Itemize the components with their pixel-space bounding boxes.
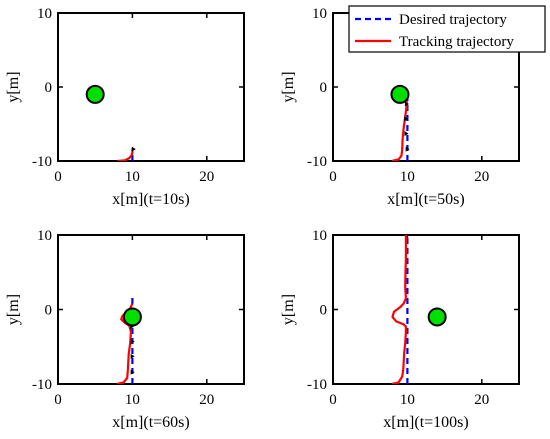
obstacle-marker bbox=[390, 84, 410, 104]
y-tick-label: -10 bbox=[307, 377, 327, 393]
y-tick-label: 0 bbox=[45, 303, 53, 319]
y-axis-label: y[m] bbox=[280, 71, 297, 102]
x-tick-label: 20 bbox=[199, 392, 214, 408]
y-tick-label: 10 bbox=[312, 6, 327, 22]
obstacle-marker bbox=[427, 307, 447, 327]
x-tick-label: 20 bbox=[474, 392, 489, 408]
x-tick-label: 0 bbox=[54, 392, 62, 408]
plot-area bbox=[85, 84, 136, 161]
heading-arrow-icon bbox=[404, 131, 409, 137]
y-tick-label: 10 bbox=[37, 6, 52, 22]
axes-box bbox=[332, 234, 520, 385]
x-axis-label: x[m](t=100s) bbox=[383, 414, 468, 431]
y-tick-label: 0 bbox=[320, 80, 328, 96]
y-tick-label: -10 bbox=[307, 154, 327, 170]
y-tick-label: 0 bbox=[320, 303, 328, 319]
legend-label: Desired trajectory bbox=[399, 12, 507, 28]
x-tick-label: 10 bbox=[125, 169, 140, 185]
y-tick-label: 10 bbox=[37, 228, 52, 244]
x-tick-label: 0 bbox=[329, 392, 337, 408]
obstacle-marker bbox=[122, 307, 142, 327]
heading-arrow-icon bbox=[130, 353, 135, 359]
obstacle-marker bbox=[85, 84, 105, 104]
tracking-trajectory-line bbox=[116, 303, 134, 384]
plot-area bbox=[390, 84, 410, 161]
x-tick-label: 0 bbox=[54, 169, 62, 185]
heading-arrow-icon bbox=[404, 116, 409, 122]
legend-box bbox=[348, 5, 546, 53]
axes-box bbox=[57, 12, 245, 162]
tracking-trajectory-line bbox=[391, 235, 407, 384]
x-tick-label: 20 bbox=[474, 169, 489, 185]
y-tick-label: -10 bbox=[32, 154, 52, 170]
heading-arrow-icon bbox=[405, 146, 410, 152]
x-axis-label: x[m](t=10s) bbox=[112, 191, 189, 208]
y-axis-label: y[m] bbox=[280, 294, 297, 325]
plot-area bbox=[116, 294, 142, 384]
axes-box bbox=[57, 234, 245, 385]
y-axis-label: y[m] bbox=[5, 71, 22, 102]
x-axis-label: x[m](t=60s) bbox=[112, 414, 189, 431]
x-tick-label: 10 bbox=[125, 392, 140, 408]
x-axis-label: x[m](t=50s) bbox=[387, 191, 464, 208]
heading-arrow-icon bbox=[404, 101, 409, 107]
legend-label: Tracking trajectory bbox=[399, 34, 514, 50]
x-tick-label: 10 bbox=[400, 392, 415, 408]
heading-arrow-icon bbox=[130, 369, 135, 375]
heading-arrow-icon bbox=[130, 339, 135, 345]
x-tick-label: 0 bbox=[329, 169, 337, 185]
y-axis-label: y[m] bbox=[5, 294, 22, 325]
x-tick-label: 10 bbox=[400, 169, 415, 185]
plot-area bbox=[391, 235, 447, 384]
heading-arrow-icon bbox=[131, 146, 136, 152]
y-tick-label: 10 bbox=[312, 228, 327, 244]
y-tick-label: 0 bbox=[45, 80, 53, 96]
y-tick-label: -10 bbox=[32, 377, 52, 393]
legend: Desired trajectory Tracking trajectory bbox=[348, 5, 546, 53]
x-tick-label: 20 bbox=[199, 169, 214, 185]
